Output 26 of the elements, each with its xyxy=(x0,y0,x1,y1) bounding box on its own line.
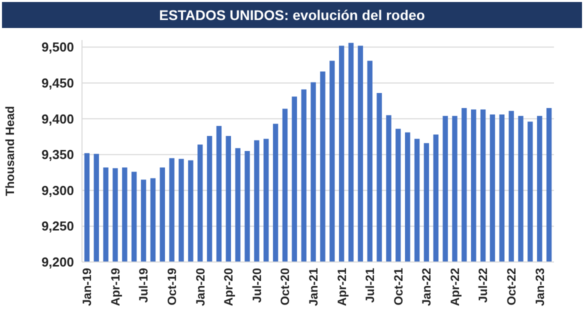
x-tick-label: Oct-21 xyxy=(391,268,406,306)
x-tick-label: Jan-20 xyxy=(193,268,208,306)
y-tick-label: 9,200 xyxy=(41,254,74,270)
x-tick-label: Apr-22 xyxy=(448,268,462,306)
x-tick-label: Jan-22 xyxy=(420,268,434,306)
y-tick-label: 9,350 xyxy=(41,147,74,162)
y-tick-label: 9,250 xyxy=(41,218,74,234)
y-tick-label: 9,450 xyxy=(41,76,74,91)
y-tick-label: 9,500 xyxy=(41,40,74,55)
x-tick-label: Apr-19 xyxy=(108,268,122,306)
x-tick-label: Jul-22 xyxy=(476,268,490,303)
x-tick-label: Oct-20 xyxy=(278,268,292,306)
x-tick-label: Jan-21 xyxy=(306,268,320,306)
chart-title: ESTADOS UNIDOS: evolución del rodeo xyxy=(159,7,425,23)
x-tick-label: Apr-20 xyxy=(222,268,236,306)
x-tick-label: Jul-19 xyxy=(136,268,151,303)
x-tick-label: Jan-19 xyxy=(80,268,94,306)
y-tick-label: 9,300 xyxy=(41,182,74,198)
x-tick-label: Jan-23 xyxy=(532,268,547,306)
x-tick-label: Apr-21 xyxy=(334,268,349,306)
x-tick-label: Oct-22 xyxy=(504,268,519,306)
x-tick-label: Jul-21 xyxy=(363,268,378,303)
y-tick-label: 9,400 xyxy=(41,111,74,126)
x-tick-label: Jul-20 xyxy=(250,268,264,303)
x-tick-label: Oct-19 xyxy=(165,268,180,306)
y-axis-title: Thousand Head xyxy=(3,106,17,196)
